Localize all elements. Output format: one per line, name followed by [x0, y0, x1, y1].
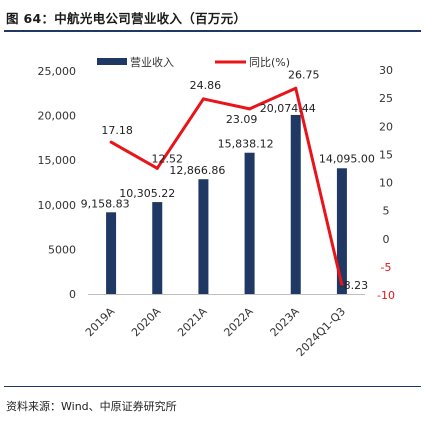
- left-tick-label: 15,000: [38, 154, 77, 167]
- legend-label-yoy: 同比(%): [249, 56, 290, 69]
- yoy-point: [248, 107, 252, 111]
- right-tick-label: 20: [379, 120, 393, 133]
- x-tick-label: 2022A: [221, 305, 256, 340]
- x-tick-label: 2020A: [129, 305, 164, 340]
- right-tick-label: -10: [377, 289, 395, 302]
- left-axis-ticks: 0 5000 10,000 15,000 20,000 25,000: [38, 65, 77, 301]
- legend-swatch-bar: [97, 58, 127, 65]
- yoy-value-label: 26.75: [288, 68, 320, 81]
- yoy-point: [109, 140, 113, 144]
- yoy-point: [340, 283, 344, 287]
- legend-label-revenue: 营业收入: [130, 55, 174, 69]
- x-tick-label: 2019A: [83, 305, 118, 340]
- revenue-bar: [336, 168, 347, 294]
- yoy-value-label: 24.86: [190, 79, 222, 92]
- left-tick-label: 10,000: [38, 199, 77, 212]
- line-series: [109, 86, 344, 287]
- chart-legend: 营业收入 同比(%): [97, 55, 290, 69]
- bar-value-label: 14,095.00: [319, 152, 375, 165]
- revenue-bar: [290, 114, 301, 294]
- left-tick-label: 0: [69, 288, 76, 301]
- bar-value-label: 15,838.12: [218, 138, 274, 151]
- x-tick-label: 2023A: [268, 305, 303, 340]
- bar-value-label: 10,305.22: [119, 187, 175, 200]
- source-note: 资料来源：Wind、中原证券研究所: [6, 400, 177, 413]
- yoy-point: [201, 97, 205, 101]
- right-tick-label: -5: [381, 261, 392, 274]
- x-tick-label: 2021A: [175, 305, 210, 340]
- right-tick-label: 5: [383, 205, 390, 218]
- bar-value-label: 12,866.86: [169, 164, 225, 177]
- right-tick-label: 30: [379, 64, 393, 77]
- revenue-bar: [198, 179, 209, 294]
- yoy-line: [110, 86, 344, 286]
- bar-series: [106, 114, 347, 294]
- revenue-bar: [244, 152, 255, 294]
- revenue-bar: [152, 202, 163, 294]
- left-tick-label: 5000: [48, 243, 76, 256]
- yoy-value-label: 12.52: [152, 152, 184, 165]
- revenue-bar: [106, 212, 117, 294]
- left-tick-label: 20,000: [38, 110, 77, 123]
- bar-value-label: 20,074.44: [260, 102, 316, 115]
- yoy-value-label: 17.18: [101, 124, 133, 137]
- right-tick-label: 25: [379, 92, 393, 105]
- yoy-value-label: -8.23: [340, 279, 368, 292]
- yoy-point: [294, 86, 298, 90]
- bar-value-label: 9,158.83: [81, 197, 130, 210]
- left-tick-label: 25,000: [38, 65, 77, 78]
- right-tick-label: 15: [379, 148, 393, 161]
- figure-title: 图 64：中航光电公司营业收入（百万元）: [6, 11, 247, 26]
- bottom-rule: [4, 386, 421, 387]
- yoy-point: [155, 166, 159, 170]
- top-rule: [4, 30, 421, 32]
- right-tick-label: 0: [383, 233, 390, 246]
- x-tick-label: 2024Q1-Q3: [294, 305, 348, 359]
- right-axis-ticks: -10 -5 0 5 10 15 20 25 30: [377, 64, 395, 302]
- right-tick-label: 10: [379, 177, 393, 190]
- yoy-value-label: 23.09: [226, 113, 258, 126]
